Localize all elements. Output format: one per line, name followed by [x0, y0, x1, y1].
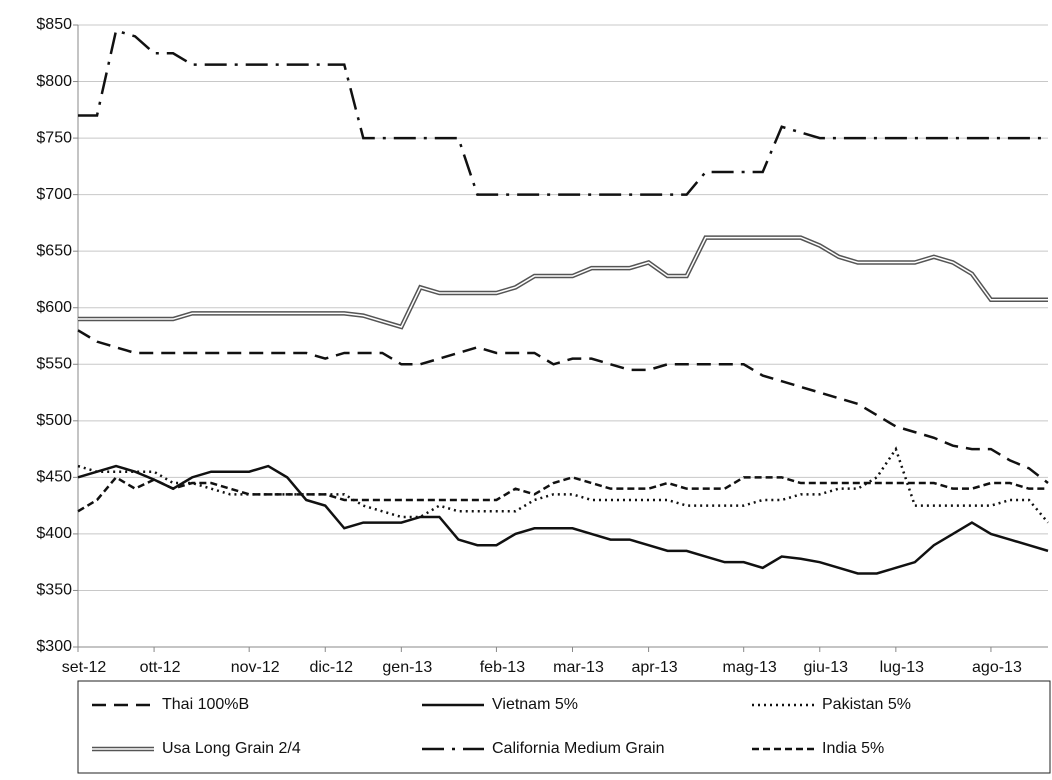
legend-label: California Medium Grain: [492, 740, 665, 757]
x-tick-label: set-12: [62, 659, 107, 676]
y-tick-label: $450: [36, 469, 72, 486]
x-tick-label: gen-13: [382, 659, 432, 676]
series-line: [77, 475, 1048, 513]
y-tick-label: $550: [36, 355, 72, 372]
legend-box: [77, 680, 1051, 774]
x-tick-label: dic-12: [309, 659, 353, 676]
legend-label: Thai 100%B: [162, 696, 249, 713]
legend-label: Usa Long Grain 2/4: [162, 740, 301, 757]
x-tick-label: giu-13: [804, 659, 849, 676]
series-line: [77, 329, 1049, 485]
y-tick-label: $500: [36, 412, 72, 429]
x-tick-label: nov-12: [231, 659, 280, 676]
y-tick-label: $300: [36, 638, 72, 655]
series-line: [77, 446, 1049, 524]
x-tick-label: mar-13: [553, 659, 604, 676]
x-tick-label: ago-13: [972, 659, 1022, 676]
x-tick-label: feb-13: [480, 659, 525, 676]
series-line: [78, 29, 1048, 196]
y-tick-label: $850: [36, 16, 72, 33]
y-tick-label: $400: [36, 525, 72, 542]
series-line-inner: [78, 236, 1048, 328]
y-tick-label: $650: [36, 242, 72, 259]
x-tick-label: lug-13: [880, 659, 925, 676]
y-tick-label: $700: [36, 186, 72, 203]
x-tick-label: ott-12: [140, 659, 181, 676]
legend-label: India 5%: [822, 740, 884, 757]
x-tick-label: apr-13: [631, 659, 677, 676]
legend-label: Vietnam 5%: [492, 696, 578, 713]
y-tick-label: $800: [36, 73, 72, 90]
y-tick-label: $600: [36, 299, 72, 316]
x-tick-label: mag-13: [723, 659, 777, 676]
legend-label: Pakistan 5%: [822, 696, 911, 713]
y-tick-label: $350: [36, 582, 72, 599]
series-line: [77, 464, 1049, 575]
y-tick-label: $750: [36, 129, 72, 146]
